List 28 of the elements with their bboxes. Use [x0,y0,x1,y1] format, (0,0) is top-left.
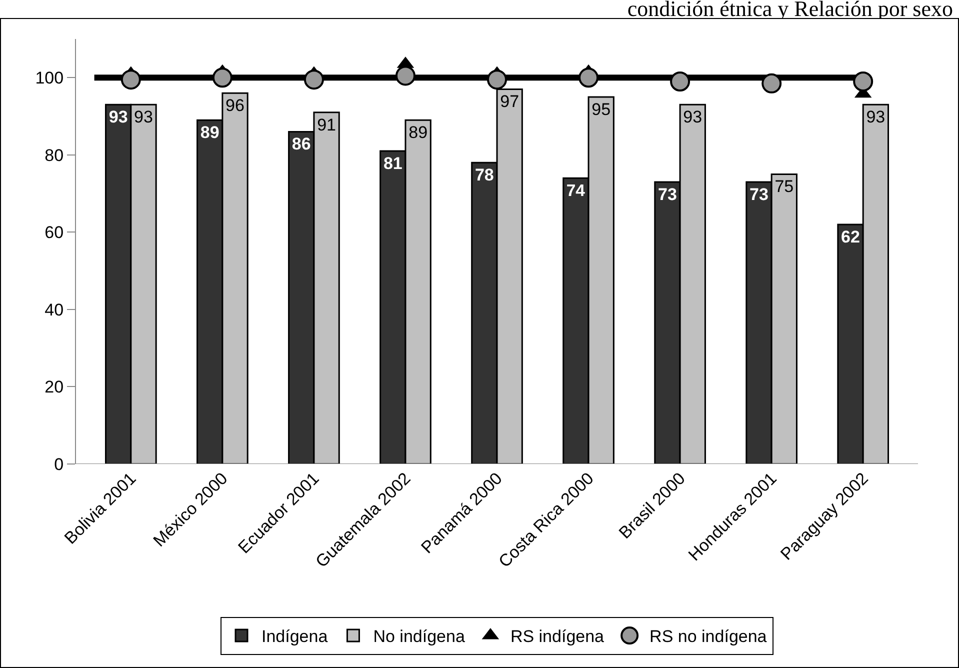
data-label: 73 [658,184,677,204]
y-tick-label: 0 [54,454,64,474]
data-label: 89 [200,123,220,142]
data-label: 81 [383,154,402,174]
data-label: 89 [408,123,428,142]
data-label: 62 [841,227,860,246]
y-tick-label: 80 [44,146,64,165]
data-label: 96 [226,96,244,116]
y-tick-label: 100 [35,68,64,88]
data-label: 97 [500,92,520,112]
y-tick-label: 40 [44,300,64,320]
y-tick-label: 20 [44,378,64,397]
data-label: 78 [474,166,494,185]
y-tick-label: 60 [44,223,64,242]
data-label: 86 [292,134,311,154]
data-label: 93 [683,108,702,127]
legend-label: Indígena [262,627,328,646]
data-label: 73 [750,184,768,204]
legend-label: RS no indígena [650,627,768,646]
data-label: 74 [566,180,586,200]
data-label: 93 [108,108,128,127]
data-label: 75 [774,177,794,196]
data-label: 95 [592,100,611,119]
legend-label: No indígena [373,627,466,646]
data-label: 93 [866,108,886,127]
data-label: 91 [317,115,336,134]
legend-label: RS indígena [510,627,605,646]
data-label: 93 [134,108,153,127]
